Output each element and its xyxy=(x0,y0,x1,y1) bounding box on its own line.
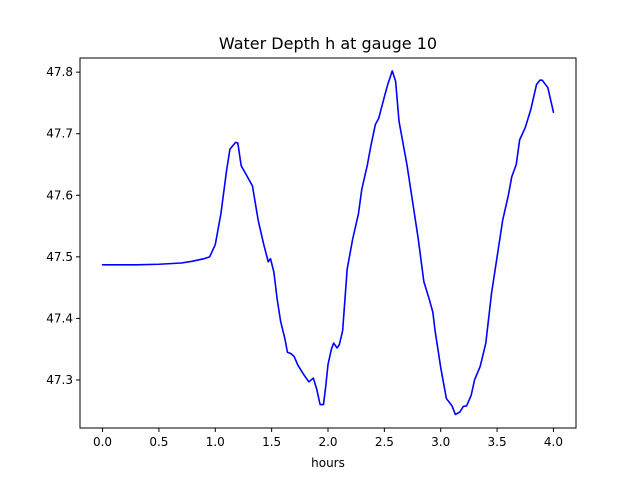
x-axis-label: hours xyxy=(311,456,345,470)
x-tick-label: 1.0 xyxy=(206,435,225,449)
x-tick-label: 1.5 xyxy=(262,435,281,449)
y-tick-label: 47.7 xyxy=(46,127,73,141)
series-line xyxy=(101,70,555,416)
y-tick-label: 47.8 xyxy=(46,65,73,79)
x-tick-label: 2.5 xyxy=(375,435,394,449)
axes-frame xyxy=(79,57,577,429)
x-tick-label: 0.5 xyxy=(149,435,168,449)
x-tick-label: 2.0 xyxy=(318,435,337,449)
y-tick-label: 47.4 xyxy=(46,311,73,325)
y-tick-label: 47.6 xyxy=(46,188,73,202)
x-tick-label: 0.0 xyxy=(93,435,112,449)
y-tick-label: 47.3 xyxy=(46,373,73,387)
chart-title: Water Depth h at gauge 10 xyxy=(219,34,437,53)
x-tick-label: 4.0 xyxy=(544,435,563,449)
y-tick-label: 47.5 xyxy=(46,250,73,264)
x-tick-label: 3.0 xyxy=(431,435,450,449)
x-axis-ticks: 0.0 0.5 1.0 1.5 2.0 2.5 3.0 3.5 4.0 xyxy=(93,428,563,449)
y-axis-ticks: 47.3 47.4 47.5 47.6 47.7 47.8 xyxy=(46,65,80,387)
x-tick-label: 3.5 xyxy=(488,435,507,449)
plot-area xyxy=(101,70,555,416)
